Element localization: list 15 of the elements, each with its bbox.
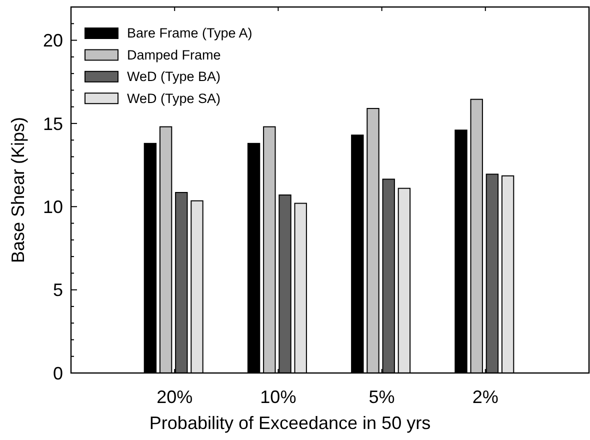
legend-label: WeD (Type BA) [127,69,221,84]
legend-label: WeD (Type SA) [127,90,221,106]
y-axis-title: Base Shear (Kips) [8,116,28,264]
x-tick-label: 20% [156,387,193,407]
x-tick-label: 2% [472,387,498,407]
x-tick-label: 5% [368,387,395,407]
y-tick-label: 10 [42,196,63,217]
y-tick-label: 15 [42,114,63,134]
y-tick-label: 5 [52,280,63,300]
x-axis-title: Probability of Exceedance in 50 yrs [149,413,431,433]
y-tick-label: 20 [42,30,63,51]
legend-label: Bare Frame (Type A) [127,26,252,41]
y-tick-label: 0 [52,363,63,384]
x-tick-label: 10% [260,387,296,407]
legend-label: Damped Frame [127,47,221,62]
